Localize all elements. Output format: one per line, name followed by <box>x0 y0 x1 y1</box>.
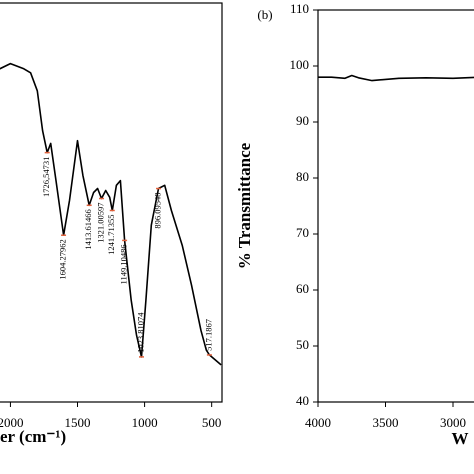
x-tick-label: 3500 <box>373 415 399 430</box>
x-tick-label: 1000 <box>132 415 158 430</box>
y-tick-label: 110 <box>290 1 309 16</box>
annotation-label: 896.09548 <box>152 193 162 229</box>
y-tick-label: 80 <box>296 169 309 184</box>
plot-frame <box>317 9 474 403</box>
annotation-label: 1149.10486 <box>119 244 129 284</box>
x-tick-label: 500 <box>202 415 222 430</box>
annotation-label: 1413.61466 <box>83 209 93 249</box>
y-tick-label: 90 <box>296 113 309 128</box>
line-series <box>318 74 474 82</box>
x-tick-label: 1500 <box>65 415 91 430</box>
annotation-label: 1604.27962 <box>58 239 68 279</box>
y-tick-label: 60 <box>296 281 309 296</box>
x-tick-label: 3000 <box>440 415 466 430</box>
plot-frame <box>0 2 223 403</box>
y-tick-label: 50 <box>296 337 309 352</box>
y-tick-label: 100 <box>290 57 310 72</box>
line-series <box>0 62 222 366</box>
x-tick-label: 4000 <box>305 415 331 430</box>
x-axis-label: W <box>452 429 469 448</box>
x-axis-label: er (cm⁻¹) <box>0 427 66 446</box>
annotation-label: 517.1867 <box>203 319 213 351</box>
annotation-label: 1023.81074 <box>135 312 145 353</box>
y-tick-label: 70 <box>296 225 309 240</box>
y-axis-label: % Transmittance <box>235 142 254 269</box>
annotation-label: 1241.71355 <box>106 214 116 254</box>
x-tick-label: 2000 <box>0 415 23 430</box>
y-tick-label: 40 <box>296 393 309 408</box>
panel-label: (b) <box>257 7 272 22</box>
annotation-label: 1726,54731 <box>41 157 51 197</box>
annotation-label: 1321.00597 <box>95 203 105 243</box>
